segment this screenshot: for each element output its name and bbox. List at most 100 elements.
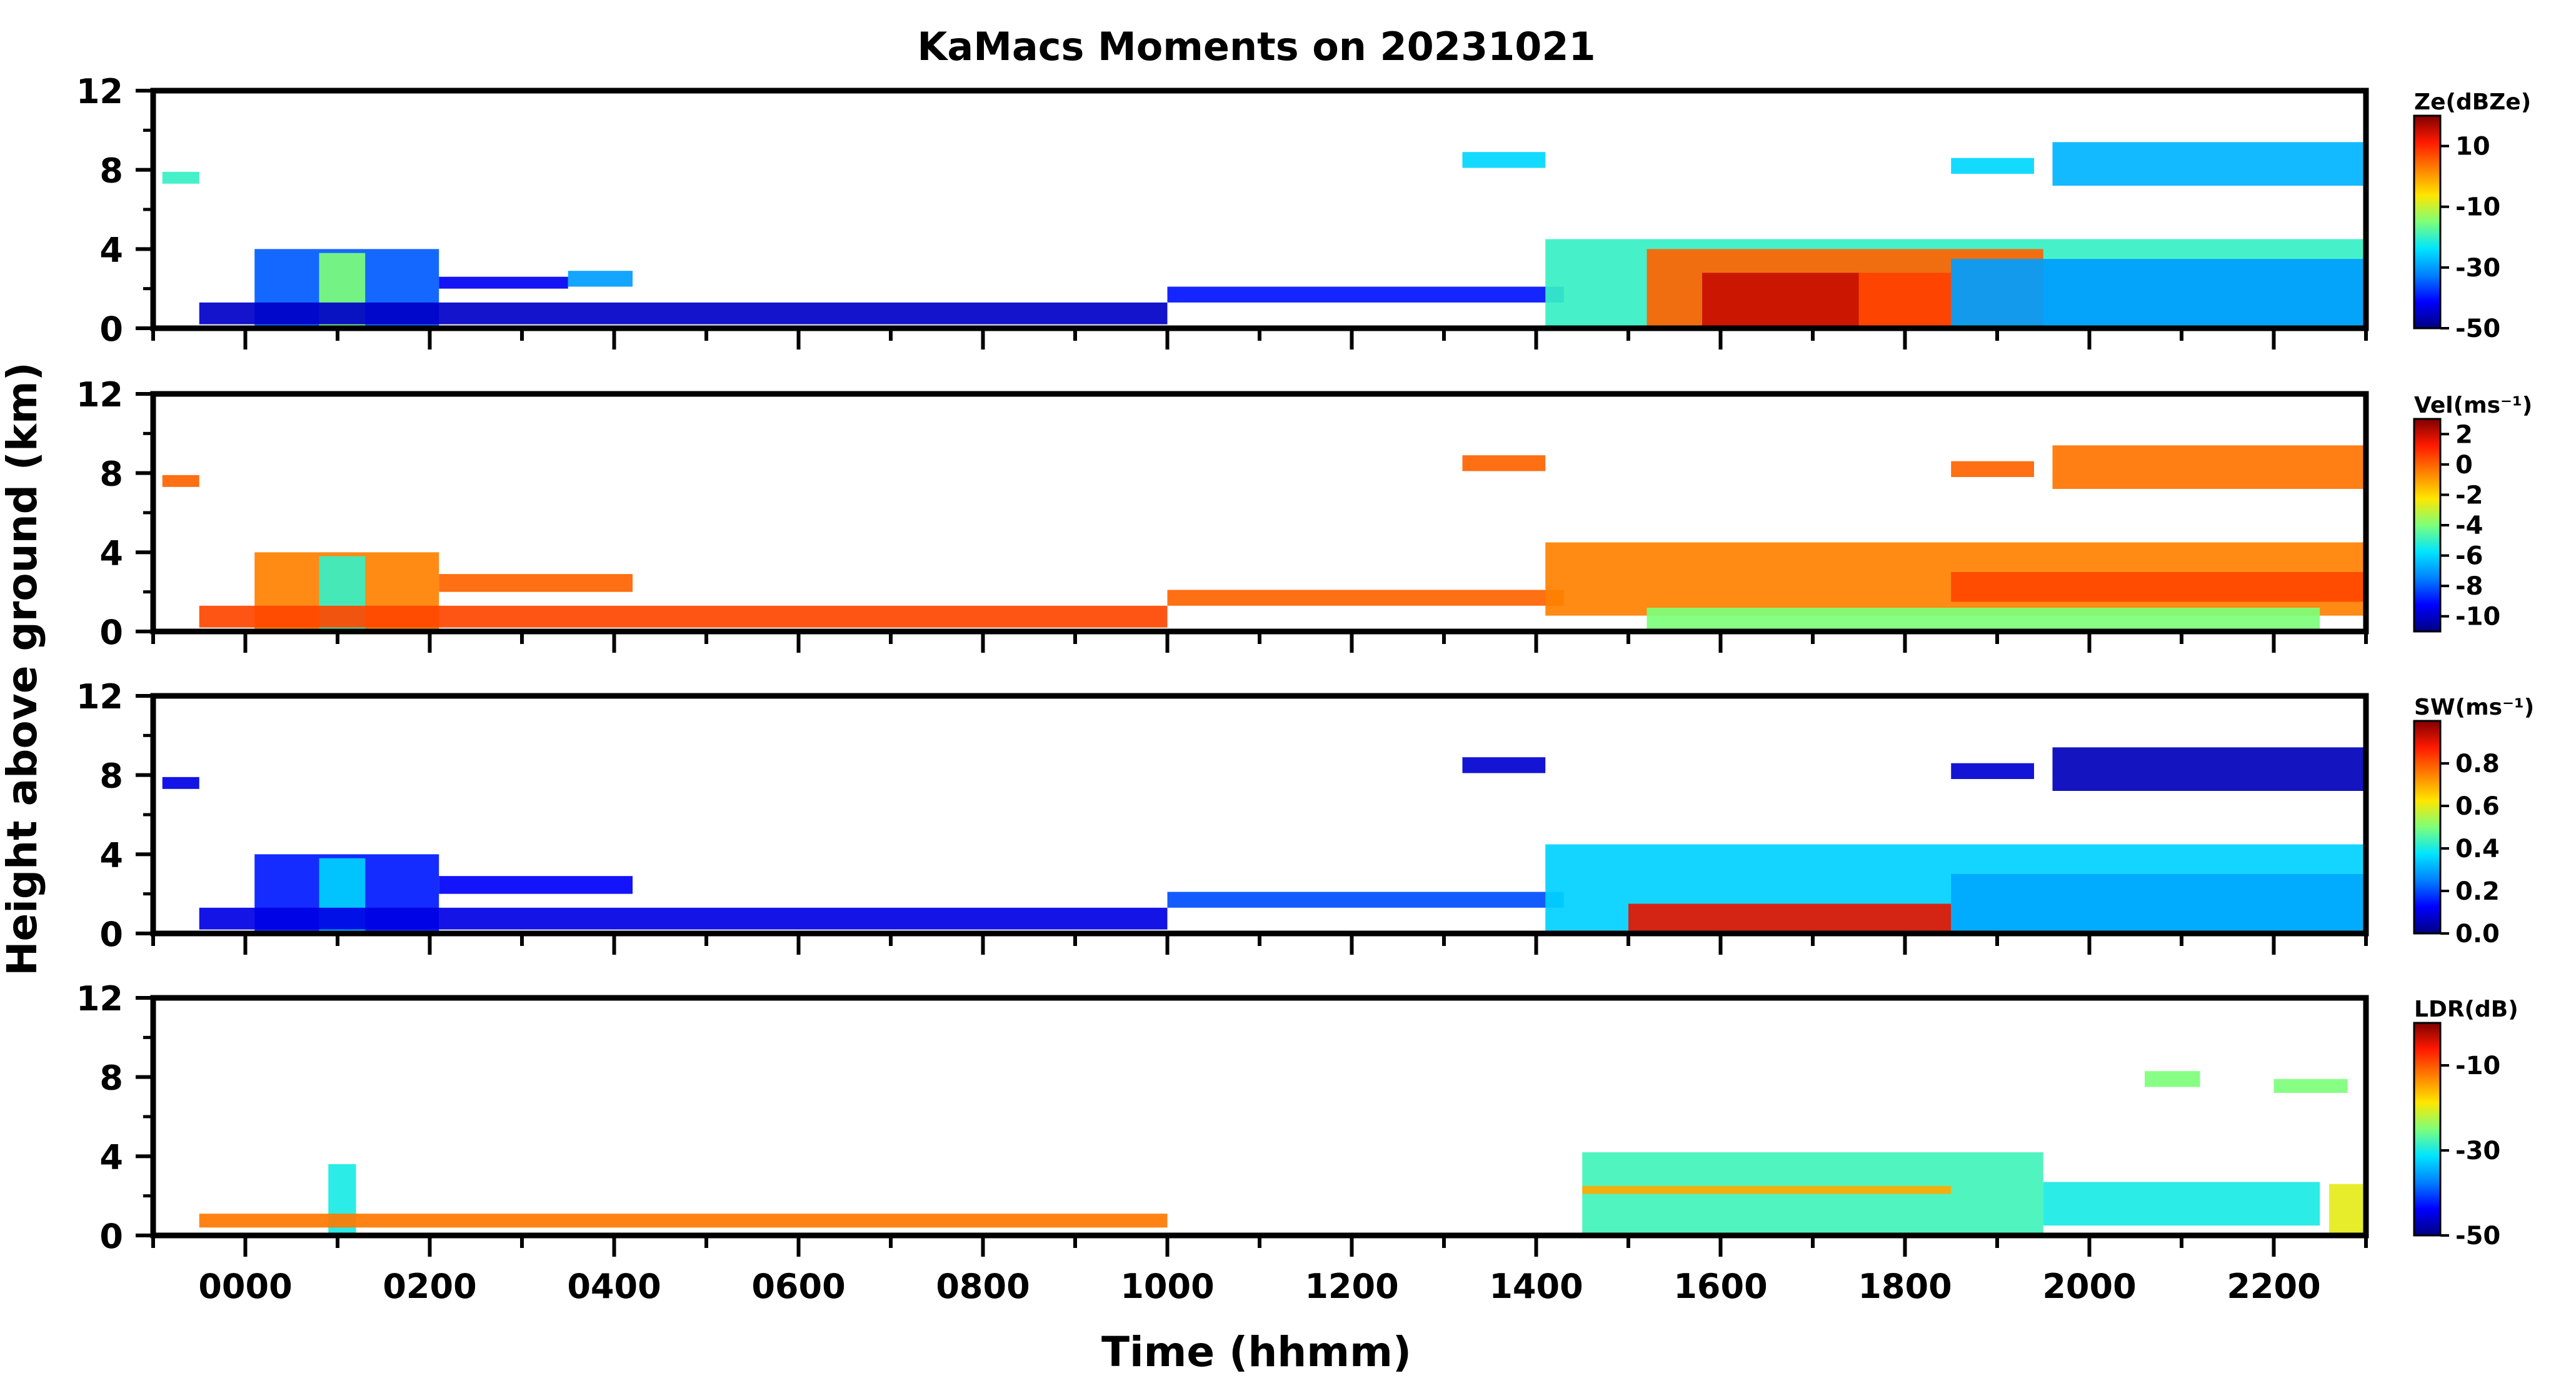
y-tick-label: 12 <box>76 375 123 415</box>
colorbar-gradient <box>2413 720 2442 935</box>
echo-region <box>1646 608 2320 631</box>
echo-region <box>1462 152 1546 168</box>
echo-region <box>162 475 199 487</box>
y-tick-label: 4 <box>99 533 123 573</box>
colorbar-tick-label: -30 <box>2455 1137 2500 1165</box>
y-tick-label: 12 <box>76 979 123 1018</box>
colorbar-tick-label: -50 <box>2455 314 2500 343</box>
colorbar-label: LDR(dB) <box>2414 997 2518 1022</box>
echo-region <box>568 271 633 287</box>
colorbar-tick-label: 0.4 <box>2455 835 2500 863</box>
colorbar-gradient <box>2413 418 2442 633</box>
x-tick-label: 0800 <box>936 1267 1030 1306</box>
echo-region <box>2052 747 2366 791</box>
echo-region <box>1951 874 2366 933</box>
chart-title: KaMacs Moments on 20231021 <box>917 24 1595 69</box>
colorbar-4: LDR(dB) -10 -30 -50 <box>2413 997 2518 1250</box>
y-tick-label: 8 <box>99 1059 123 1098</box>
echo-region <box>439 276 568 289</box>
y-tick-label: 4 <box>99 1137 123 1177</box>
colorbar-tick-label: -6 <box>2455 542 2483 571</box>
y-tick-label: 8 <box>99 757 123 796</box>
x-tick-label: 0000 <box>198 1267 292 1306</box>
colorbar-1: Ze(dBZe) 10 -10 -30 -50 <box>2413 89 2531 343</box>
echo-region <box>2052 445 2366 489</box>
echo-region <box>1628 903 1952 933</box>
x-tick-label: 2000 <box>2042 1267 2136 1306</box>
colorbar-label: Ze(dBZe) <box>2414 89 2531 115</box>
y-axis-label: Height above ground (km) <box>0 362 46 976</box>
echo-region <box>199 302 1168 324</box>
echo-region <box>162 171 199 184</box>
colorbar-tick-label: 10 <box>2455 133 2490 161</box>
x-tick-label: 1400 <box>1489 1267 1583 1306</box>
y-tick-label: 4 <box>99 835 123 875</box>
colorbar-tick-label: 0.0 <box>2455 920 2500 948</box>
y-tick-label: 0 <box>99 1217 123 1256</box>
x-tick-labels: 0000 0200 0400 0600 0800 1000 1200 1400 1600 1800… <box>198 1267 2320 1306</box>
colorbar-gradient <box>2413 114 2442 329</box>
echo-region <box>1951 763 2034 779</box>
x-axis-label: Time (hhmm) <box>1101 1328 1411 1376</box>
x-tick-label: 0400 <box>567 1267 661 1306</box>
y-tick-label: 8 <box>99 455 123 494</box>
echo-region <box>2052 142 2366 186</box>
panel-3: 0 4 8 12 SW(ms⁻¹) 0.8 0.6 0.4 0.2 0.0 <box>76 677 2534 955</box>
colorbar-gradient <box>2413 1022 2442 1237</box>
colorbar-3: SW(ms⁻¹) 0.8 0.6 0.4 0.2 0.0 <box>2413 695 2534 948</box>
echo-region <box>1951 461 2034 477</box>
colorbar-label: Vel(ms⁻¹) <box>2414 393 2532 418</box>
x-tick-label: 0200 <box>383 1267 476 1306</box>
colorbar-tick-label: 0.6 <box>2455 792 2500 821</box>
echo-region <box>2329 1184 2366 1235</box>
colorbar-tick-label: -30 <box>2455 254 2500 283</box>
colorbar-tick-label: -50 <box>2455 1222 2500 1250</box>
y-tick-label: 12 <box>76 72 123 111</box>
colorbar-tick-label: 0.2 <box>2455 877 2500 906</box>
x-tick-label: 0600 <box>751 1267 845 1306</box>
echo-region <box>2145 1071 2200 1087</box>
x-tick-label: 1600 <box>1673 1267 1767 1306</box>
x-tick-label: 1200 <box>1305 1267 1398 1306</box>
colorbar-tick-label: -8 <box>2455 572 2483 601</box>
echo-region <box>162 777 199 789</box>
echo-region <box>1951 259 2366 328</box>
colorbar-tick-label: -10 <box>2455 193 2500 222</box>
colorbar-label: SW(ms⁻¹) <box>2414 695 2534 720</box>
echo-region <box>199 605 1168 628</box>
echo-region <box>2043 1182 2320 1226</box>
echo-region <box>1167 590 1564 606</box>
echo-region <box>1702 273 1859 328</box>
colorbar-tick-label: -10 <box>2455 603 2500 631</box>
colorbar-2: Vel(ms⁻¹)20-2-4-6-8-10 <box>2413 393 2532 633</box>
echo-region <box>1582 1185 1952 1194</box>
echo-region <box>1858 273 1952 328</box>
colorbar-tick-label: 0.8 <box>2455 750 2500 778</box>
x-tick-label: 1000 <box>1120 1267 1214 1306</box>
echo-region <box>1951 572 2366 602</box>
colorbar-tick-label: 0 <box>2455 451 2473 480</box>
echo-region <box>1167 892 1564 908</box>
echo-region <box>439 876 633 894</box>
colorbar-tick-label: -4 <box>2455 511 2483 540</box>
y-tick-label: 0 <box>99 915 123 954</box>
x-tick-label: 2200 <box>2227 1267 2320 1306</box>
y-tick-label: 0 <box>99 613 123 652</box>
colorbar-tick-label: 2 <box>2455 420 2473 449</box>
x-tick-label: 1800 <box>1858 1267 1952 1306</box>
echo-region <box>1167 286 1564 303</box>
echo-region <box>1462 455 1546 471</box>
y-tick-label: 12 <box>76 677 123 717</box>
echo-region <box>1462 757 1546 773</box>
colorbar-tick-label: -2 <box>2455 481 2483 510</box>
panel-4: 0 4 8 12 LDR(dB) -10 -30 -50 <box>76 979 2518 1257</box>
y-tick-label: 8 <box>99 151 123 191</box>
colorbar-tick-label: -10 <box>2455 1052 2500 1080</box>
panel-1: 0 4 8 12 Ze(dBZe) 10 -10 -30 -50 <box>76 72 2531 350</box>
y-tick-label: 0 <box>99 309 123 349</box>
y-tick-label: 4 <box>99 230 123 269</box>
echo-region <box>2273 1079 2348 1093</box>
